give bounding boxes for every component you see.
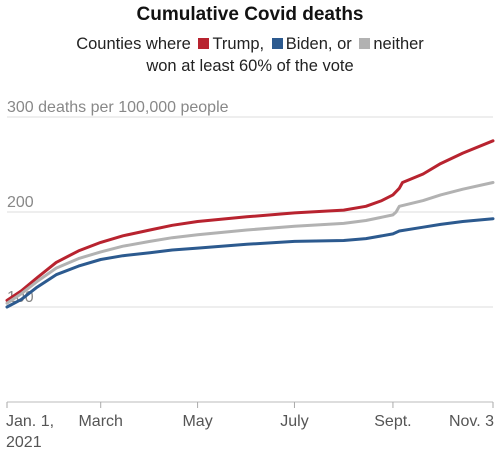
- legend-swatch-trump: [198, 38, 210, 49]
- x-tick-label: March: [78, 413, 122, 430]
- x-tick-label: Nov. 3: [449, 413, 494, 430]
- legend-swatch-neither: [359, 38, 371, 49]
- chart-title: Cumulative Covid deaths: [136, 4, 364, 25]
- legend-label-trump: Trump,: [212, 35, 265, 53]
- series-line-bidenor: [5, 217, 495, 309]
- x-tick-label: Sept.: [374, 413, 411, 430]
- legend-prefix: Counties where: [76, 35, 191, 53]
- x-tick-label: July: [280, 413, 308, 430]
- x-tick-label: 2021: [6, 434, 42, 451]
- series-line-neither: [5, 181, 495, 305]
- y-tick-label: 300 deaths per 100,000 people: [7, 99, 229, 116]
- legend-line-2: won at least 60% of the vote: [146, 57, 354, 75]
- legend-label-neither: neither: [373, 35, 424, 53]
- legend-label-biden: Biden, or: [285, 35, 352, 53]
- series-line-trump: [5, 139, 495, 302]
- x-tick-label: May: [182, 413, 212, 430]
- x-tick-label: Jan. 1,: [6, 413, 54, 430]
- legend-swatch-biden: [271, 38, 283, 49]
- legend: Counties where Trump, Biden, or neither: [0, 35, 500, 54]
- y-tick-label: 200: [7, 194, 34, 211]
